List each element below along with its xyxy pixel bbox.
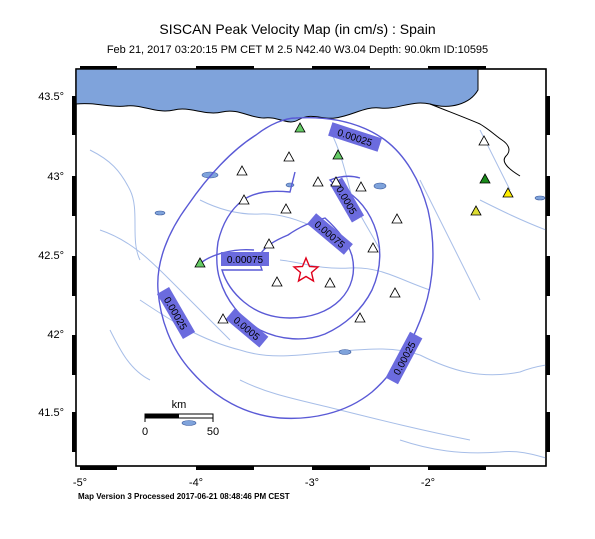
station-marker [263, 238, 275, 249]
contour-0.00025 [157, 116, 434, 420]
station-marker [332, 149, 344, 160]
frame-ticks [72, 66, 550, 470]
station-marker [312, 176, 324, 187]
x-label: -4° [189, 477, 203, 489]
station-marker [236, 165, 248, 176]
contour-0.00075 [221, 217, 355, 319]
station-marker [478, 135, 490, 146]
contour-0.0005 [215, 171, 381, 340]
epicenter-star [292, 256, 320, 283]
station-marker [367, 242, 379, 253]
station-marker [354, 312, 366, 323]
y-label: 42° [47, 329, 64, 341]
station-marker [217, 313, 229, 324]
scale-bar: km 0 50 [142, 399, 219, 438]
station-marker [238, 194, 250, 205]
station-marker [470, 205, 482, 216]
coastline [429, 103, 521, 177]
station-marker [355, 181, 367, 192]
station-marker [280, 203, 292, 214]
x-label: -5° [73, 477, 87, 489]
event-info: Feb 21, 2017 03:20:15 PM CET M 2.5 N42.4… [106, 44, 489, 56]
map-title: SISCAN Peak Velocity Map (in cm/s) : Spa… [159, 21, 436, 37]
station-marker [324, 277, 336, 288]
x-label: -3° [305, 477, 319, 489]
station-marker [330, 176, 342, 187]
sea [76, 69, 479, 123]
scale-unit: km [172, 399, 187, 411]
y-label: 41.5° [38, 407, 64, 419]
reservoirs [154, 171, 546, 426]
map-version-footer: Map Version 3 Processed 2017-06-21 08:48… [78, 492, 290, 501]
y-axis-labels: 43.5° 43° 42.5° 42° 41.5° [38, 91, 64, 419]
station-marker [502, 187, 514, 198]
station-marker [479, 173, 491, 184]
rivers [89, 129, 546, 459]
station-marker [391, 213, 403, 224]
y-label: 42.5° [38, 250, 64, 262]
station-marker [271, 276, 283, 287]
scale-max: 50 [207, 426, 219, 438]
station-marker [283, 151, 295, 162]
station-marker [294, 122, 306, 133]
x-axis-labels: -5° -4° -3° -2° [73, 477, 435, 489]
x-label: -2° [421, 477, 435, 489]
stations [194, 122, 514, 324]
station-marker [389, 287, 401, 298]
station-marker [194, 257, 206, 268]
contours [157, 116, 434, 420]
y-label: 43.5° [38, 91, 64, 103]
y-label: 43° [47, 171, 64, 183]
contour-label-4: 0.00075 [227, 255, 264, 266]
map-frame [75, 68, 547, 467]
scale-min: 0 [142, 426, 148, 438]
